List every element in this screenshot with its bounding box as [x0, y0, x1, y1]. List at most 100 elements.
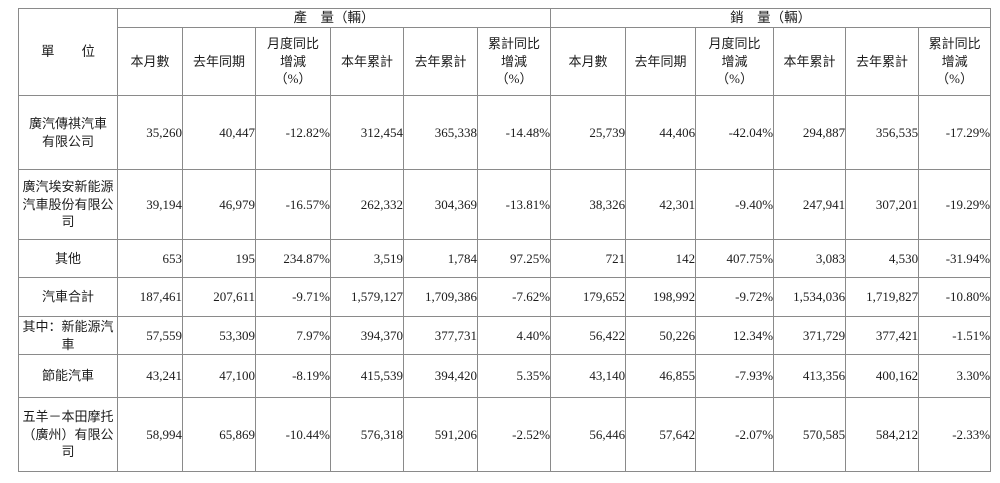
table-row: 其他 653 195 234.87% 3,519 1,784 97.25% 72… — [18, 239, 992, 279]
prod-last-year-ytd-cell: 1,784 — [403, 239, 478, 279]
company-name-cell: 其中：新能源汽車 — [18, 316, 118, 356]
sales-cumulative-yoy-change-cell: -19.29% — [918, 169, 992, 241]
sales-last-year-ytd-cell: 4,530 — [845, 239, 920, 279]
sales-ytd-cell: 413,356 — [773, 354, 847, 399]
table-row: 其中：新能源汽車 57,559 53,309 7.97% 394,370 377… — [18, 316, 992, 356]
prod-cumulative-yoy-change-cell: 97.25% — [476, 239, 552, 279]
sales-monthly-yoy-change-cell: -2.07% — [695, 397, 775, 473]
sales-last-year-same-period-header: 去年同期 — [625, 27, 697, 97]
prod-last-year-ytd-cell: 591,206 — [403, 397, 478, 473]
prod-ytd-cell: 262,332 — [330, 169, 404, 241]
prod-cumulative-yoy-change-cell: 4.40% — [476, 316, 552, 356]
prod-current-month-cell: 57,559 — [117, 316, 183, 356]
sales-current-month-cell: 56,422 — [550, 316, 627, 356]
company-name-cell: 五羊－本田摩托 （廣州）有限公司 — [18, 397, 118, 473]
prod-cumulative-yoy-change-cell: -14.48% — [476, 95, 552, 171]
table-row: 節能汽車 43,241 47,100 -8.19% 415,539 394,42… — [18, 354, 992, 399]
sales-cumulative-yoy-change-header: 累計同比 增減 （%） — [918, 27, 992, 97]
sales-last-year-ytd-cell: 377,421 — [845, 316, 920, 356]
table-body: 廣汽傳祺汽車 有限公司 35,260 40,447 -12.82% 312,45… — [18, 95, 992, 473]
sales-last-year-ytd-header: 去年累計 — [845, 27, 920, 97]
prod-last-year-ytd-cell: 377,731 — [403, 316, 478, 356]
group-header-row: 單 位 產 量（輛） 銷 量（輛） — [18, 7, 992, 97]
prod-ytd-cell: 576,318 — [330, 397, 404, 473]
prod-last-year-same-period-cell: 207,611 — [182, 277, 256, 318]
prod-ytd-cell: 394,370 — [330, 316, 404, 356]
sub-header-row: 本月數 去年同期 月度同比 增減 （%） 本年累計 去年累計 累計同比 增減 （… — [19, 27, 992, 97]
sales-monthly-yoy-change-cell: -7.93% — [695, 354, 775, 399]
table-header: 單 位 產 量（輛） 銷 量（輛） 本月數 去年同期 月度同比 增減 （%） 本… — [18, 7, 992, 97]
prod-ytd-cell: 415,539 — [330, 354, 404, 399]
sales-last-year-ytd-cell: 307,201 — [845, 169, 920, 241]
prod-last-year-ytd-cell: 1,709,386 — [403, 277, 478, 318]
prod-ytd-cell: 312,454 — [330, 95, 404, 171]
prod-monthly-yoy-change-cell: 7.97% — [255, 316, 331, 356]
prod-cumulative-yoy-change-header: 累計同比 增減 （%） — [476, 27, 552, 97]
prod-current-month-cell: 187,461 — [117, 277, 183, 318]
prod-ytd-cell: 1,579,127 — [330, 277, 404, 318]
sales-current-month-cell: 179,652 — [550, 277, 627, 318]
report-page: 單 位 產 量（輛） 銷 量（輛） 本月數 去年同期 月度同比 增減 （%） 本… — [18, 7, 992, 473]
prod-monthly-yoy-change-cell: -16.57% — [255, 169, 331, 241]
sales-last-year-ytd-cell: 356,535 — [845, 95, 920, 171]
sales-monthly-yoy-change-cell: 407.75% — [695, 239, 775, 279]
sales-last-year-same-period-cell: 50,226 — [625, 316, 697, 356]
sales-current-month-cell: 25,739 — [550, 95, 627, 171]
sales-ytd-cell: 371,729 — [773, 316, 847, 356]
production-group-header: 產 量（輛） — [116, 7, 552, 29]
prod-current-month-header: 本月數 — [117, 27, 183, 97]
table-row: 廣汽傳祺汽車 有限公司 35,260 40,447 -12.82% 312,45… — [18, 95, 992, 171]
sales-ytd-cell: 294,887 — [773, 95, 847, 171]
sales-monthly-yoy-change-cell: -42.04% — [695, 95, 775, 171]
sales-current-month-cell: 56,446 — [550, 397, 627, 473]
sales-current-month-cell: 38,326 — [550, 169, 627, 241]
prod-ytd-header: 本年累計 — [330, 27, 404, 97]
sales-last-year-same-period-cell: 46,855 — [625, 354, 697, 399]
prod-cumulative-yoy-change-cell: -2.52% — [476, 397, 552, 473]
sales-last-year-ytd-cell: 584,212 — [845, 397, 920, 473]
sales-monthly-yoy-change-cell: 12.34% — [695, 316, 775, 356]
prod-monthly-yoy-change-cell: -12.82% — [255, 95, 331, 171]
prod-current-month-cell: 35,260 — [117, 95, 183, 171]
prod-cumulative-yoy-change-cell: 5.35% — [476, 354, 552, 399]
prod-monthly-yoy-change-cell: -9.71% — [255, 277, 331, 318]
prod-cumulative-yoy-change-cell: -13.81% — [476, 169, 552, 241]
prod-current-month-cell: 39,194 — [117, 169, 183, 241]
prod-monthly-yoy-change-header: 月度同比 增減 （%） — [255, 27, 331, 97]
prod-monthly-yoy-change-cell: -10.44% — [255, 397, 331, 473]
sales-last-year-ytd-cell: 400,162 — [845, 354, 920, 399]
sales-cumulative-yoy-change-cell: -2.33% — [918, 397, 992, 473]
sales-ytd-cell: 1,534,036 — [773, 277, 847, 318]
company-name-cell: 其他 — [18, 239, 118, 279]
sales-group-header: 銷 量（輛） — [550, 7, 992, 29]
prod-current-month-cell: 653 — [117, 239, 183, 279]
prod-last-year-ytd-cell: 304,369 — [403, 169, 478, 241]
sales-last-year-ytd-cell: 1,719,827 — [845, 277, 920, 318]
sales-last-year-same-period-cell: 42,301 — [625, 169, 697, 241]
company-name-cell: 汽車合計 — [18, 277, 118, 318]
sales-cumulative-yoy-change-cell: 3.30% — [918, 354, 992, 399]
company-name-cell: 廣汽埃安新能源 汽車股份有限公司 — [18, 169, 118, 241]
prod-ytd-cell: 3,519 — [330, 239, 404, 279]
sales-last-year-same-period-cell: 198,992 — [625, 277, 697, 318]
sales-ytd-cell: 570,585 — [773, 397, 847, 473]
prod-last-year-ytd-cell: 365,338 — [403, 95, 478, 171]
prod-current-month-cell: 58,994 — [117, 397, 183, 473]
sales-current-month-cell: 721 — [550, 239, 627, 279]
prod-monthly-yoy-change-cell: 234.87% — [255, 239, 331, 279]
sales-cumulative-yoy-change-cell: -10.80% — [918, 277, 992, 318]
prod-last-year-same-period-cell: 40,447 — [182, 95, 256, 171]
sales-last-year-same-period-cell: 57,642 — [625, 397, 697, 473]
prod-last-year-same-period-cell: 65,869 — [182, 397, 256, 473]
prod-monthly-yoy-change-cell: -8.19% — [255, 354, 331, 399]
sales-ytd-cell: 247,941 — [773, 169, 847, 241]
company-name-cell: 節能汽車 — [18, 354, 118, 399]
prod-current-month-cell: 43,241 — [117, 354, 183, 399]
prod-last-year-same-period-cell: 46,979 — [182, 169, 256, 241]
sales-ytd-cell: 3,083 — [773, 239, 847, 279]
sales-monthly-yoy-change-cell: -9.40% — [695, 169, 775, 241]
sales-monthly-yoy-change-cell: -9.72% — [695, 277, 775, 318]
prod-last-year-ytd-header: 去年累計 — [403, 27, 478, 97]
table-row: 廣汽埃安新能源 汽車股份有限公司 39,194 46,979 -16.57% 2… — [18, 169, 992, 241]
prod-last-year-same-period-cell: 53,309 — [182, 316, 256, 356]
